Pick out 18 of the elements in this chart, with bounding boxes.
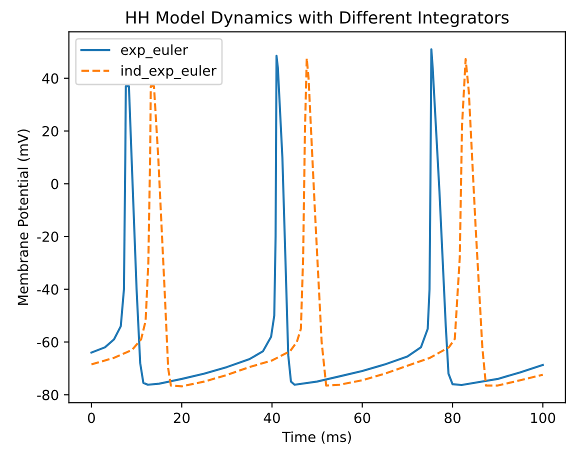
x-tick-label: 0 [88,412,95,424]
y-axis-title: Membrane Potential (mV) [17,129,30,305]
y-tick-label: -40 [37,284,58,295]
x-tick-label: 40 [264,412,280,424]
x-axis-title: Time (ms) [282,431,351,444]
chart-title: HH Model Dynamics with Different Integrators [126,10,509,27]
x-tick-label: 60 [354,412,370,424]
legend-label: ind_exp_euler [122,65,216,79]
x-tick-label: 80 [444,412,460,424]
x-tick-label: 100 [531,412,556,424]
y-tick-label: 0 [51,178,58,190]
y-tick-label: -80 [37,390,58,400]
y-tick-label: -20 [37,231,58,242]
x-tick-label: 20 [174,412,190,424]
y-tick-label: -60 [37,336,58,348]
legend-label: exp_euler [121,44,188,58]
y-tick-label: 20 [42,126,58,136]
y-tick-label: 40 [42,73,58,84]
